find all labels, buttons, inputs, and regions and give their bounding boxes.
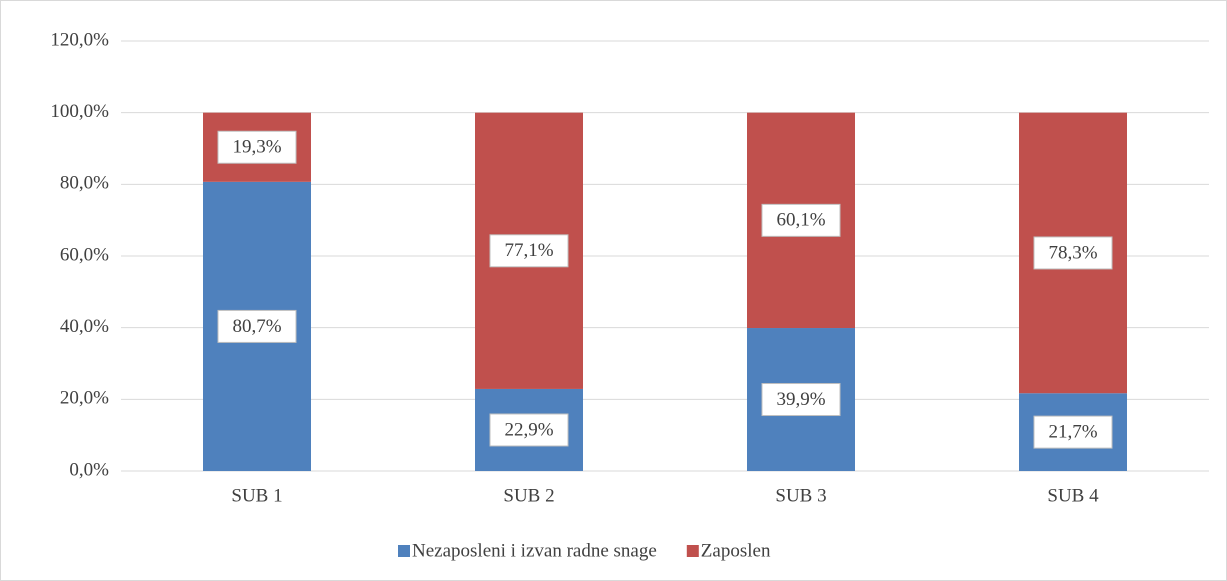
legend-swatch [686,545,699,557]
data-label: 39,9% [776,389,825,410]
data-label-box [761,203,841,237]
legend-label: Nezaposleni i izvan radne snage [412,540,657,561]
data-label-box [217,309,297,343]
data-label: 80,7% [232,316,281,337]
x-tick-label: SUB 3 [775,485,826,506]
data-label-box [489,413,569,447]
legend-swatch [398,545,410,557]
y-tick-label: 0,0% [69,459,109,480]
x-tick-label: SUB 2 [503,485,554,506]
legend-label: Zaposlen [701,540,771,561]
data-label: 78,3% [1048,242,1097,263]
y-tick-label: 120,0% [50,29,109,50]
y-tick-label: 60,0% [60,244,109,265]
x-tick-label: SUB 4 [1047,485,1099,506]
x-tick-label: SUB 1 [231,485,282,506]
data-label-box [761,383,841,417]
data-label: 19,3% [232,137,281,158]
data-label-box [1033,415,1113,449]
y-tick-label: 40,0% [60,316,109,337]
y-tick-label: 20,0% [60,388,109,409]
data-label-box [217,130,297,164]
y-tick-label: 100,0% [50,101,109,122]
data-label-box [1033,236,1113,270]
data-label: 21,7% [1048,421,1097,442]
data-label: 77,1% [504,240,553,261]
data-label: 60,1% [776,210,825,231]
data-label: 22,9% [504,419,553,440]
y-tick-label: 80,0% [60,173,109,194]
data-label-box [489,234,569,268]
